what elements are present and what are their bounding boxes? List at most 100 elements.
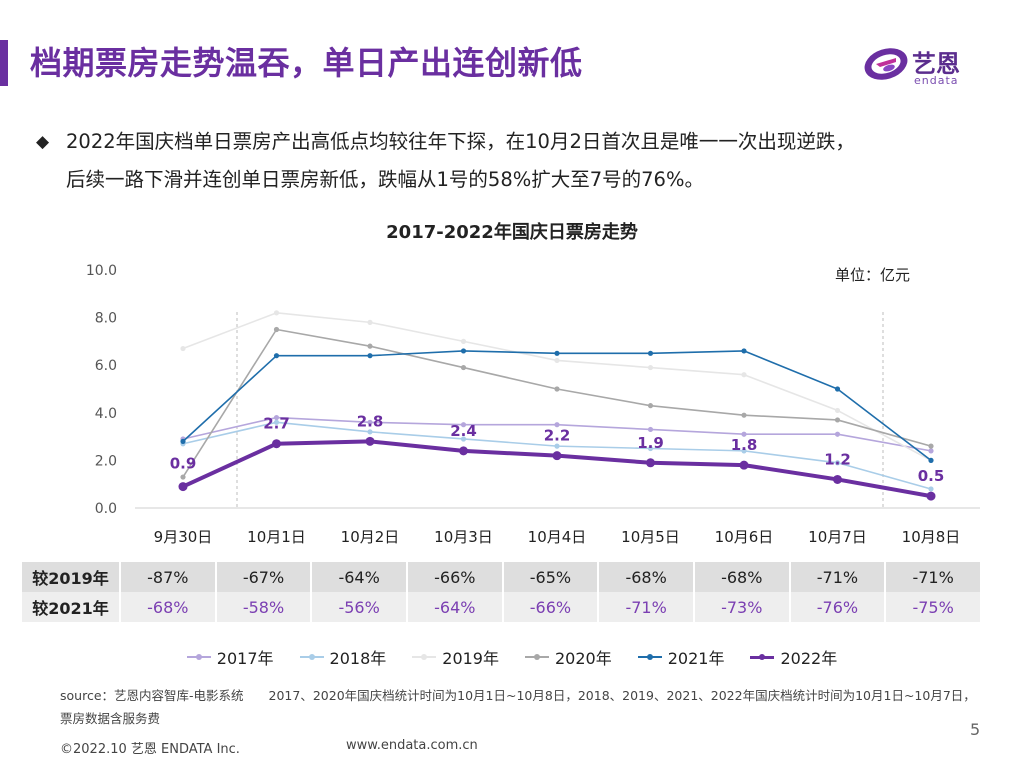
data-point xyxy=(554,443,560,449)
data-point xyxy=(554,386,560,392)
data-point xyxy=(365,436,375,446)
data-point xyxy=(460,348,467,354)
data-point xyxy=(367,419,373,425)
data-point xyxy=(647,426,654,433)
data-point xyxy=(554,350,560,356)
legend-swatch xyxy=(525,652,549,662)
x-tick-label: 10月1日 xyxy=(247,528,306,546)
chart-legend: 2017年 2018年 2019年 2020年 2021年 2022年 xyxy=(0,644,1024,670)
data-point xyxy=(367,429,373,435)
data-point xyxy=(741,448,747,454)
data-point xyxy=(180,438,186,444)
table-cell: -76% xyxy=(789,592,887,622)
legend-item: 2020年 xyxy=(525,644,612,670)
table-cell: -71% xyxy=(598,592,695,622)
data-point xyxy=(273,414,280,421)
table-cell: -71% xyxy=(789,562,887,592)
data-point xyxy=(552,451,562,461)
data-point xyxy=(554,357,560,364)
data-point xyxy=(554,422,560,428)
data-point xyxy=(926,491,936,501)
table-cell: -58% xyxy=(215,592,313,622)
data-point xyxy=(180,345,186,352)
data-point xyxy=(273,419,280,425)
y-tick-label: 8.0 xyxy=(95,311,117,327)
table-cell: -68% xyxy=(120,592,217,622)
x-tick-label: 10月2日 xyxy=(341,528,400,546)
data-point xyxy=(272,439,281,449)
legend-item: 2017年 xyxy=(186,644,274,670)
table-cell: -68% xyxy=(598,562,695,592)
bullet-line-1: 2022年国庆档单日票房产出高低点均较往年下探，在10月2日首次且是唯一一次出现… xyxy=(66,130,855,153)
legend-item: 2019年 xyxy=(412,644,499,670)
data-point xyxy=(460,338,467,344)
data-point xyxy=(646,458,655,468)
slide-title: 档期票房走势温吞，单日产出连创新低 xyxy=(30,44,583,82)
table-cell: -64% xyxy=(311,562,408,592)
data-label: 0.5 xyxy=(918,467,945,485)
diamond-bullet-icon: ◆ xyxy=(36,132,50,152)
data-point xyxy=(460,364,467,371)
data-point xyxy=(834,417,841,423)
table-cell: -64% xyxy=(406,592,504,622)
data-point xyxy=(367,353,373,359)
comparison-table: 较2019年 -87% -67% -64% -66% -65% -68% -68… xyxy=(22,562,982,622)
data-point xyxy=(741,372,747,378)
legend-label: 2022年 xyxy=(780,649,838,668)
table-row: 较2021年 -68% -58% -56% -64% -66% -71% -73… xyxy=(22,592,982,622)
bullet-line-2: 后续一路下滑并连创单日票房新低，跌幅从1号的58%扩大至7号的76%。 xyxy=(66,168,704,191)
x-tick-label: 10月4日 xyxy=(528,528,587,546)
legend-item: 2021年 xyxy=(637,644,725,670)
endata-logo-icon xyxy=(864,48,908,80)
x-tick-label: 9月30日 xyxy=(154,528,213,546)
data-point xyxy=(741,431,747,437)
logo-text: 艺恩 xyxy=(912,50,960,78)
website-url: www.endata.com.cn xyxy=(346,738,478,753)
data-point xyxy=(273,326,280,333)
data-label: 1.8 xyxy=(731,436,758,454)
source-note: source：艺恩内容智库-电影系统 2017、2020年国庆档统计时间为10月… xyxy=(60,688,976,726)
data-point xyxy=(928,486,934,492)
title-accent-bar xyxy=(0,40,8,86)
data-point xyxy=(928,443,934,449)
legend-label: 2020年 xyxy=(555,649,612,668)
table-cell: -71% xyxy=(885,562,982,592)
y-tick-label: 4.0 xyxy=(95,406,117,422)
row-header-vs-2021: 较2021年 xyxy=(22,592,121,622)
legend-swatch xyxy=(637,652,662,662)
data-point xyxy=(273,310,280,316)
y-tick-label: 0.0 xyxy=(95,501,117,517)
data-point xyxy=(367,319,373,325)
table-cell: -73% xyxy=(693,592,791,622)
data-point xyxy=(647,350,654,356)
data-label: 2.7 xyxy=(263,415,290,433)
data-point xyxy=(460,436,467,442)
data-point xyxy=(459,446,468,456)
legend-label: 2018年 xyxy=(329,649,387,668)
x-tick-label: 10月7日 xyxy=(808,528,867,546)
data-point xyxy=(460,422,467,428)
table-cell: -65% xyxy=(502,562,600,592)
x-tick-label: 10月5日 xyxy=(621,528,680,546)
data-point xyxy=(739,460,749,470)
legend-label: 2021年 xyxy=(667,649,725,668)
legend-swatch xyxy=(186,652,211,662)
data-point xyxy=(647,445,654,452)
data-point xyxy=(178,482,188,492)
y-tick-label: 2.0 xyxy=(95,453,117,469)
data-point xyxy=(741,348,747,354)
table-cell: -68% xyxy=(693,562,791,592)
table-row: 较2019年 -87% -67% -64% -66% -65% -68% -68… xyxy=(22,562,982,592)
data-label: 2.4 xyxy=(450,422,477,440)
table-cell: -67% xyxy=(215,562,313,592)
data-point xyxy=(833,474,842,484)
data-point xyxy=(834,407,841,414)
row-header-vs-2019: 较2019年 xyxy=(22,562,121,592)
data-point xyxy=(834,386,841,392)
data-point xyxy=(928,457,934,463)
y-tick-label: 10.0 xyxy=(86,263,117,279)
data-point xyxy=(180,474,186,480)
table-cell: -66% xyxy=(502,592,600,622)
data-point xyxy=(273,353,280,359)
y-tick-label: 6.0 xyxy=(95,358,117,374)
